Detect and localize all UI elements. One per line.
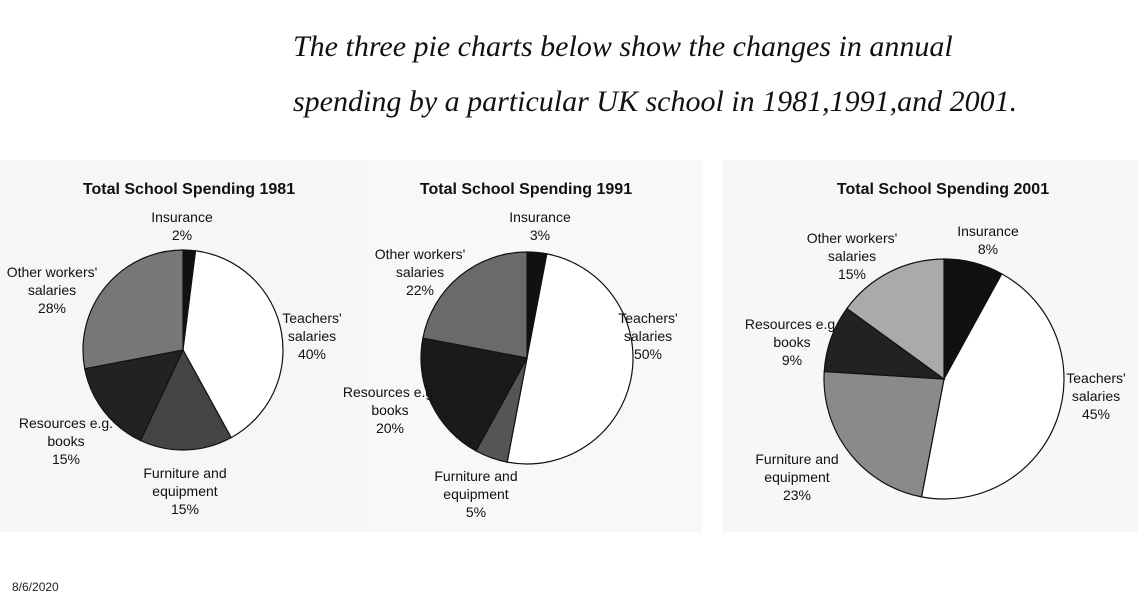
pie-slice <box>84 349 185 442</box>
slice-name: Insurance <box>151 209 213 225</box>
slice-value: 5% <box>465 504 487 520</box>
heading-line: spending by a particular UK school in 19… <box>293 85 1018 118</box>
slice-label: Insurance 3% <box>485 208 595 244</box>
slice-name: Furniture and equipment <box>143 465 227 499</box>
slice-value: 45% <box>1081 406 1111 422</box>
slice-label: Resources e.g. books 20% <box>335 383 445 437</box>
slice-label: Teachers' salaries 40% <box>257 309 367 363</box>
slice-value: 50% <box>633 346 663 362</box>
slice-label: Insurance 2% <box>127 208 237 244</box>
slice-name: Furniture and equipment <box>755 451 839 485</box>
slice-label: Insurance 8% <box>933 222 1043 258</box>
pie-slice <box>920 273 1065 500</box>
slice-value: 8% <box>977 241 999 257</box>
slice-value: 28% <box>37 300 67 316</box>
slice-label: Other workers' salaries 15% <box>797 229 907 283</box>
slice-label: Other workers' salaries 28% <box>0 263 107 317</box>
slice-value: 15% <box>51 451 81 467</box>
slice-label: Resources e.g. books 9% <box>737 315 847 369</box>
slice-label: Teachers' salaries 50% <box>593 309 703 363</box>
pie-slice <box>422 251 528 359</box>
slice-value: 22% <box>405 282 435 298</box>
pie-slice <box>823 370 945 498</box>
slice-value: 15% <box>837 266 867 282</box>
chart-title: Total School Spending 1981 <box>82 181 296 198</box>
slice-name: Resources e.g. books <box>18 415 114 449</box>
pie-slice <box>506 253 634 465</box>
slice-name: Resources e.g. books <box>744 316 840 350</box>
slice-name: Other workers' salaries <box>806 230 898 264</box>
slice-label: Furniture and equipment 15% <box>130 464 240 518</box>
pie-slice <box>82 249 184 370</box>
slice-name: Insurance <box>957 223 1019 239</box>
slice-label: Furniture and equipment 5% <box>421 467 531 521</box>
slice-label: Furniture and equipment 23% <box>742 450 852 504</box>
slice-label: Resources e.g. books 15% <box>11 414 121 468</box>
slice-value: 3% <box>529 227 551 243</box>
slice-value: 40% <box>297 346 327 362</box>
slice-label: Teachers' salaries 45% <box>1041 369 1138 423</box>
chart-title: Total School Spending 2001 <box>836 181 1050 198</box>
slice-name: Resources e.g. books <box>342 384 438 418</box>
slice-value: 2% <box>171 227 193 243</box>
date: 8/6/2020 <box>12 580 59 594</box>
pie-slice <box>182 250 284 439</box>
slice-name: Teachers' salaries <box>1066 370 1126 404</box>
slice-name: Teachers' salaries <box>618 310 678 344</box>
slice-name: Furniture and equipment <box>434 468 518 502</box>
slice-value: 15% <box>170 501 200 517</box>
slice-name: Other workers' salaries <box>6 264 98 298</box>
slice-value: 9% <box>781 352 803 368</box>
slice-name: Other workers' salaries <box>374 246 466 280</box>
slice-name: Insurance <box>509 209 571 225</box>
pie-slice <box>420 337 528 452</box>
chart-title: Total School Spending 1991 <box>419 181 633 198</box>
heading-line: The three pie charts below show the chan… <box>293 30 953 63</box>
slice-name: Teachers' salaries <box>282 310 342 344</box>
slice-value: 23% <box>782 487 812 503</box>
pie-slice <box>139 348 232 451</box>
slice-label: Other workers' salaries 22% <box>365 245 475 299</box>
slice-value: 20% <box>375 420 405 436</box>
pie-slice <box>846 258 945 381</box>
